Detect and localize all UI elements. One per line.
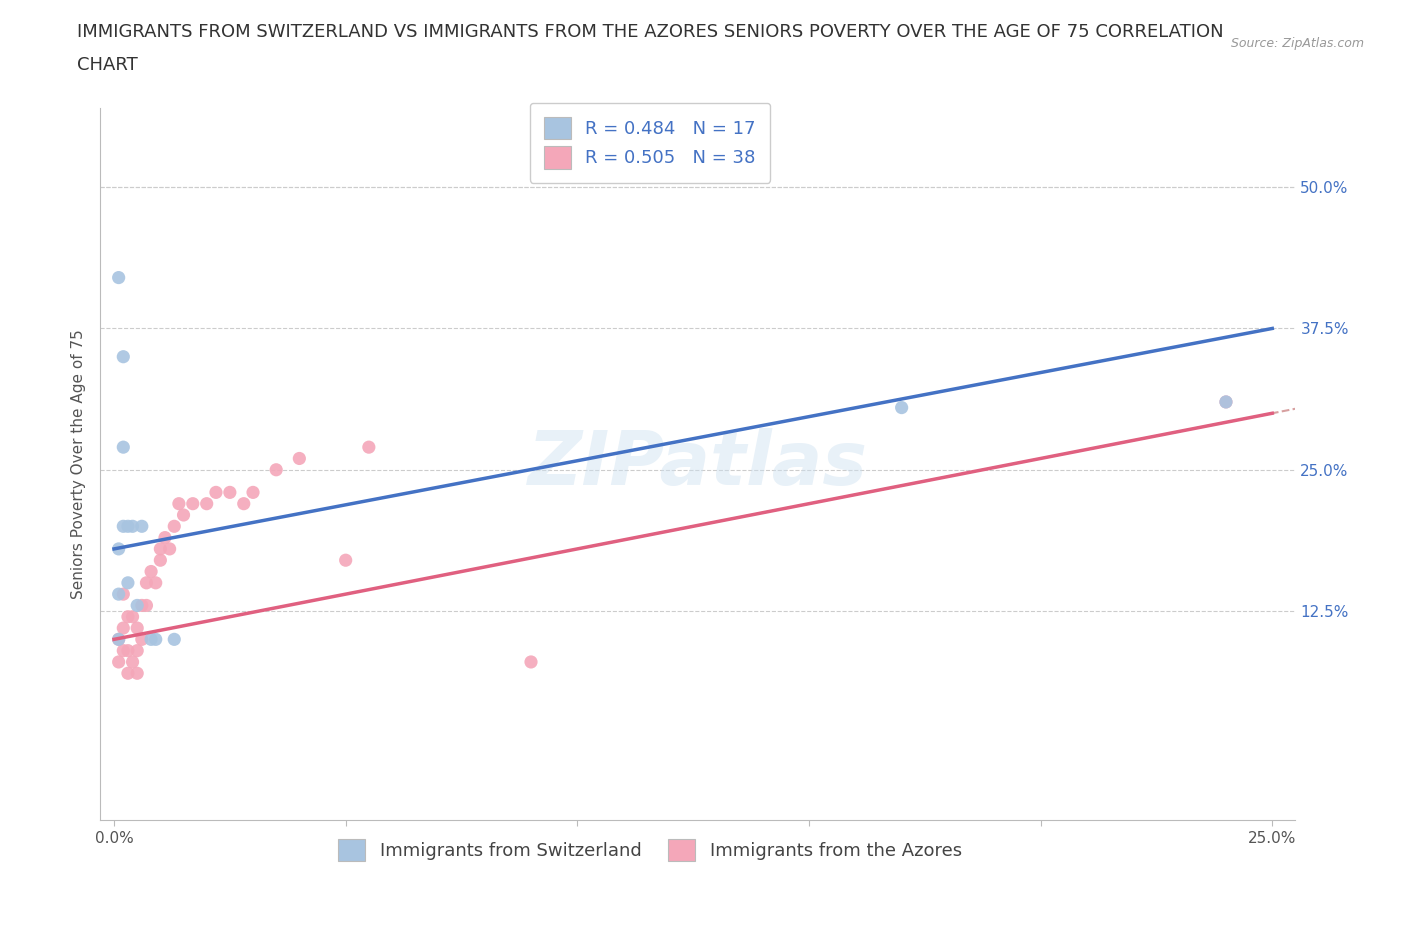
Point <box>127 598 149 613</box>
Point <box>107 541 129 556</box>
Point <box>163 631 186 646</box>
Point <box>139 631 162 646</box>
Point <box>264 462 287 477</box>
Point <box>117 609 139 624</box>
Point <box>112 440 135 455</box>
Point <box>167 497 190 512</box>
Point <box>107 631 129 646</box>
Point <box>121 655 143 670</box>
Point <box>127 666 149 681</box>
Point <box>145 631 167 646</box>
Point <box>218 485 240 499</box>
Point <box>153 530 176 545</box>
Point <box>232 497 254 512</box>
Point <box>1215 394 1237 409</box>
Point <box>195 497 218 512</box>
Point <box>131 519 153 534</box>
Point <box>181 497 204 512</box>
Point <box>127 620 149 635</box>
Y-axis label: Seniors Poverty Over the Age of 75: Seniors Poverty Over the Age of 75 <box>72 329 86 599</box>
Point <box>112 644 135 658</box>
Point <box>131 598 153 613</box>
Point <box>520 655 543 670</box>
Point <box>107 270 129 285</box>
Point <box>890 400 912 415</box>
Text: ZIPatlas: ZIPatlas <box>527 428 868 500</box>
Point <box>107 655 129 670</box>
Point <box>121 519 143 534</box>
Point <box>121 609 143 624</box>
Point <box>145 576 167 591</box>
Text: IMMIGRANTS FROM SWITZERLAND VS IMMIGRANTS FROM THE AZORES SENIORS POVERTY OVER T: IMMIGRANTS FROM SWITZERLAND VS IMMIGRANT… <box>77 23 1225 41</box>
Point <box>159 541 181 556</box>
Point <box>112 587 135 602</box>
Point <box>163 519 186 534</box>
Point <box>357 440 380 455</box>
Point <box>112 350 135 365</box>
Point <box>135 598 157 613</box>
Text: Source: ZipAtlas.com: Source: ZipAtlas.com <box>1230 37 1364 50</box>
Text: CHART: CHART <box>77 56 138 73</box>
Legend: Immigrants from Switzerland, Immigrants from the Azores: Immigrants from Switzerland, Immigrants … <box>330 831 969 869</box>
Point <box>1215 394 1237 409</box>
Point <box>149 541 172 556</box>
Point <box>117 519 139 534</box>
Point <box>335 552 357 567</box>
Point <box>117 644 139 658</box>
Point <box>107 587 129 602</box>
Point <box>139 565 162 579</box>
Point <box>117 576 139 591</box>
Point <box>117 666 139 681</box>
Point <box>112 620 135 635</box>
Point <box>127 644 149 658</box>
Point <box>107 631 129 646</box>
Point <box>288 451 311 466</box>
Point <box>242 485 264 499</box>
Point <box>205 485 228 499</box>
Point <box>173 508 195 523</box>
Point <box>149 552 172 567</box>
Point <box>112 519 135 534</box>
Point <box>131 631 153 646</box>
Point <box>135 576 157 591</box>
